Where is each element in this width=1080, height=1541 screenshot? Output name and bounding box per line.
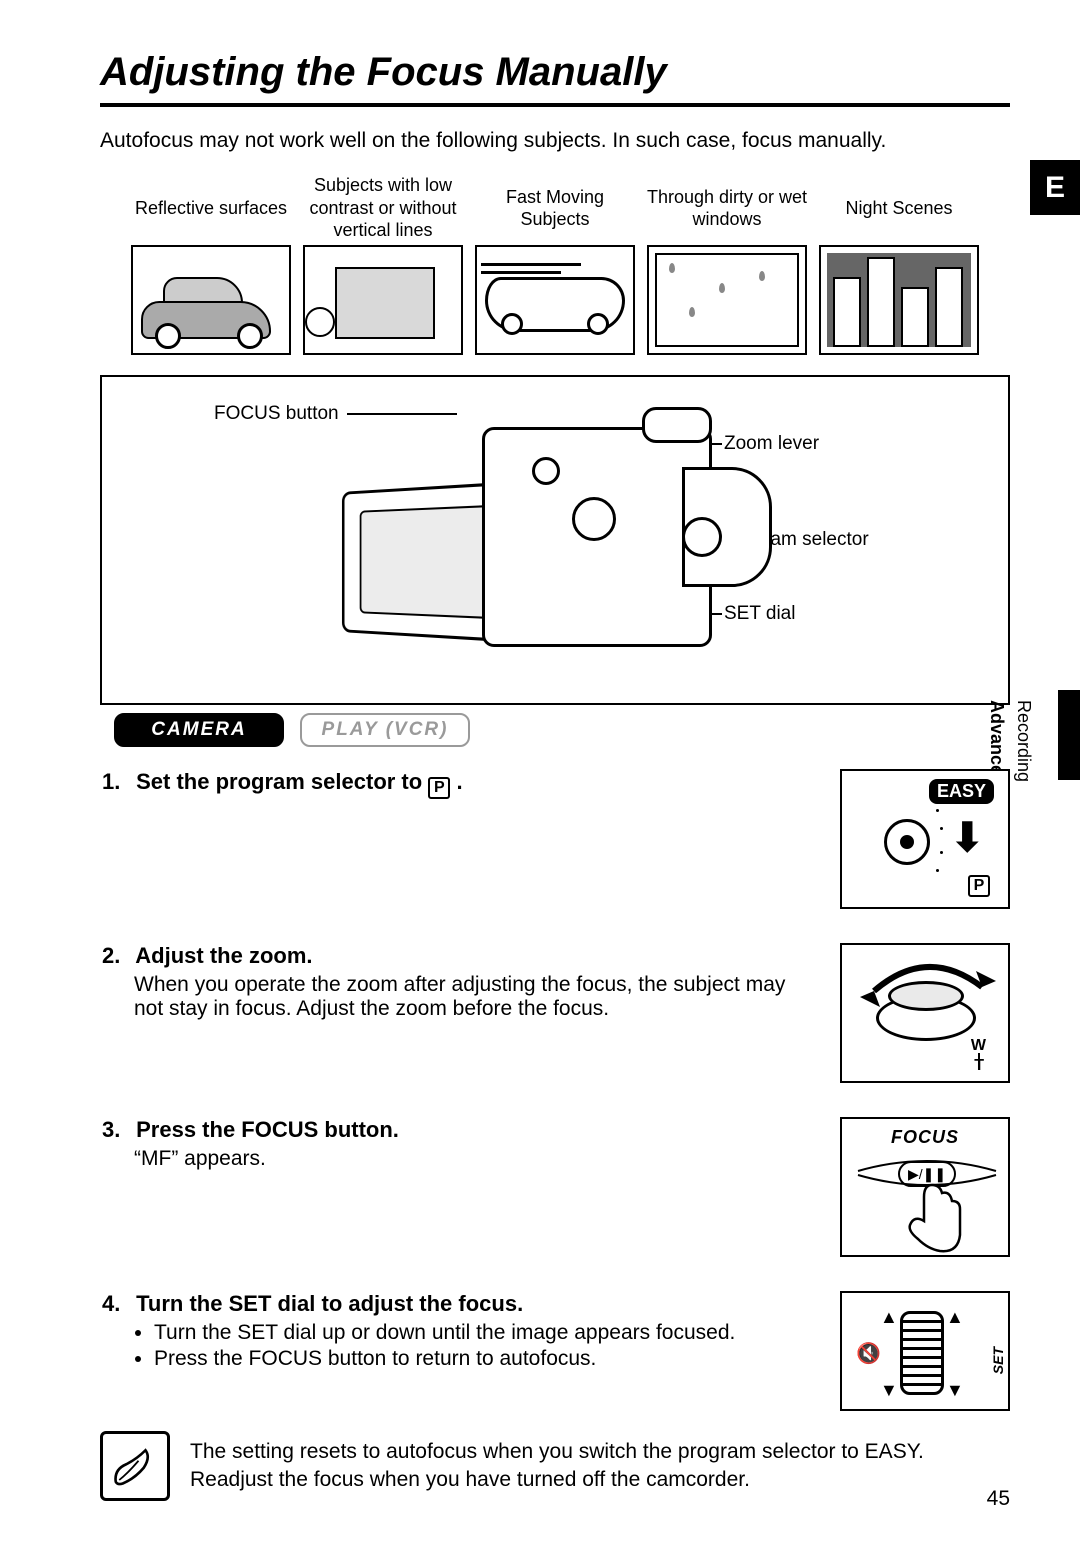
- subject-illustration: [647, 245, 807, 355]
- subject-caption: Subjects with low contrast or without ve…: [302, 171, 464, 245]
- intro-text: Autofocus may not work well on the follo…: [100, 129, 1010, 153]
- step-title: Press the FOCUS button.: [136, 1117, 399, 1142]
- subject-illustration: [131, 245, 291, 355]
- step-2-figure: W T: [840, 943, 1010, 1083]
- step-3-figure: FOCUS ▶/❚❚: [840, 1117, 1010, 1257]
- finger-press-icon: [904, 1181, 964, 1253]
- steps-list: 1. Set the program selector to P . EASY …: [102, 769, 1010, 1411]
- step-title: Adjust the zoom.: [135, 943, 312, 968]
- program-p-icon: P: [428, 777, 450, 799]
- subject-reflective: Reflective surfaces: [130, 171, 292, 355]
- side-sub-text: Recording: [1013, 700, 1034, 877]
- side-index-mark: [1058, 690, 1080, 780]
- note-row: The setting resets to autofocus when you…: [100, 1431, 1010, 1501]
- subject-caption: Through dirty or wet windows: [646, 171, 808, 245]
- step-number: 4.: [102, 1291, 130, 1317]
- edge-tab: E: [1030, 160, 1080, 215]
- label-focus-button: FOCUS button: [212, 403, 341, 425]
- subject-caption: Reflective surfaces: [130, 171, 292, 245]
- step-bullet: Turn the SET dial up or down until the i…: [154, 1321, 808, 1345]
- step-title-post: .: [456, 769, 462, 794]
- rotate-arrows-icon: [854, 951, 1000, 1011]
- step-1-figure: EASY ⬇ P: [840, 769, 1010, 909]
- easy-badge: EASY: [929, 779, 994, 804]
- step-3: 3. Press the FOCUS button. “MF” appears.…: [102, 1117, 1010, 1257]
- step-bullets: Turn the SET dial up or down until the i…: [134, 1321, 808, 1371]
- subject-illustration: [475, 245, 635, 355]
- set-label: SET: [990, 1347, 1006, 1374]
- camcorder-illustration: [332, 407, 782, 687]
- page-title: Adjusting the Focus Manually: [100, 50, 1010, 107]
- step-body: “MF” appears.: [134, 1147, 808, 1171]
- step-2: 2. Adjust the zoom. When you operate the…: [102, 943, 1010, 1083]
- subject-dirtywindow: Through dirty or wet windows: [646, 171, 808, 355]
- step-number: 1.: [102, 769, 130, 795]
- mode-camera: CAMERA: [114, 713, 284, 747]
- manual-page: E Advanced Functions Recording Adjusting…: [0, 0, 1080, 1541]
- step-1: 1. Set the program selector to P . EASY …: [102, 769, 1010, 909]
- step-number: 3.: [102, 1117, 130, 1143]
- subject-illustration: [819, 245, 979, 355]
- step-body: When you operate the zoom after adjustin…: [134, 973, 808, 1021]
- step-number: 2.: [102, 943, 130, 969]
- subject-row: Reflective surfaces Subjects with low co…: [130, 171, 980, 355]
- subject-caption: Night Scenes: [818, 171, 980, 245]
- step-4: 4. Turn the SET dial to adjust the focus…: [102, 1291, 1010, 1411]
- mode-selector-row: CAMERA PLAY (VCR): [114, 713, 1010, 747]
- step-4-figure: ▲ ▼ ▲ ▼ SET 🔇: [840, 1291, 1010, 1411]
- speaker-mute-icon: 🔇: [856, 1341, 881, 1366]
- subject-night: Night Scenes: [818, 171, 980, 355]
- mode-play-vcr: PLAY (VCR): [300, 713, 470, 747]
- subject-fastmoving: Fast Moving Subjects: [474, 171, 636, 355]
- subject-illustration: [303, 245, 463, 355]
- subject-caption: Fast Moving Subjects: [474, 171, 636, 245]
- page-number: 45: [987, 1487, 1010, 1511]
- note-text: The setting resets to autofocus when you…: [190, 1438, 1010, 1495]
- step-title: Turn the SET dial to adjust the focus.: [136, 1291, 523, 1316]
- camera-diagram: FOCUS button Zoom lever Program selector…: [100, 375, 1010, 705]
- step-title-pre: Set the program selector to: [136, 769, 428, 794]
- note-icon: [100, 1431, 170, 1501]
- subject-lowcontrast: Subjects with low contrast or without ve…: [302, 171, 464, 355]
- focus-label: FOCUS: [842, 1127, 1008, 1148]
- step-bullet: Press the FOCUS button to return to auto…: [154, 1347, 808, 1371]
- zoom-t-label: T: [974, 1057, 984, 1075]
- p-position-icon: P: [968, 875, 990, 897]
